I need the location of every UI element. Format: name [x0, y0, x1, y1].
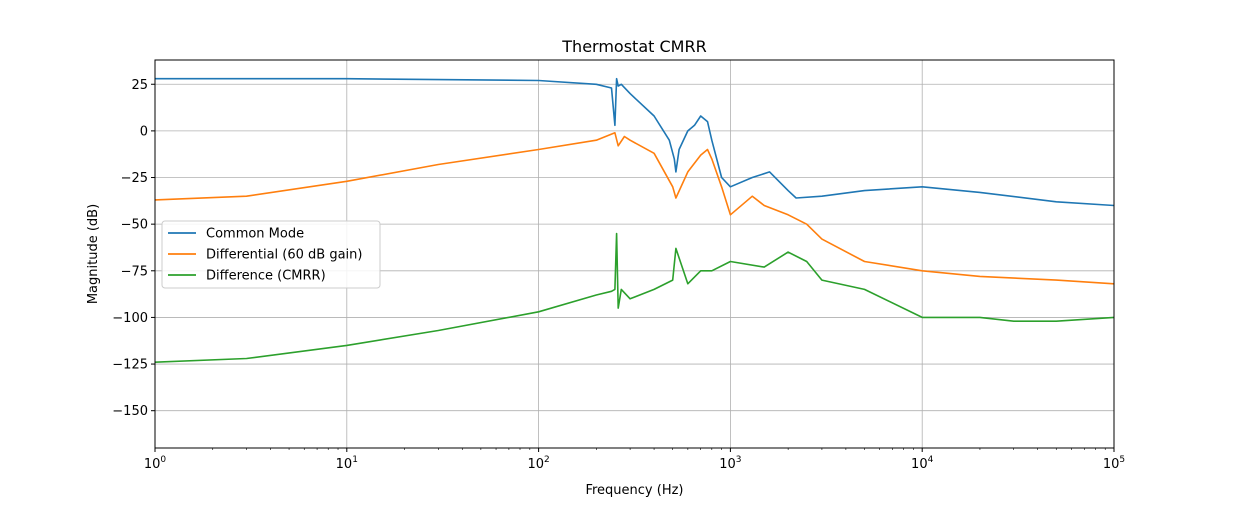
y-tick-label: −50 — [121, 218, 148, 233]
legend-label: Differential (60 dB gain) — [206, 248, 362, 263]
x-tick-label: 105 — [1103, 455, 1125, 472]
legend: Common Mode Differential (60 dB gain) Diff… — [161, 220, 381, 289]
series-layer — [155, 77, 1114, 363]
series-line-1 — [155, 77, 1114, 207]
y-tick-label: −125 — [112, 358, 148, 373]
plot-frame — [154, 59, 1115, 449]
tick-layer: 100 101 102 103 104 105 25 0 −25 −50 −75 −100 −125 −1… — [112, 78, 1125, 472]
legend-label: Difference (CMRR) — [206, 269, 326, 284]
y-tick-label: −100 — [112, 311, 148, 326]
chart-title: Thermostat CMRR — [561, 37, 706, 56]
y-tick-label: 0 — [140, 124, 148, 139]
legend-label: Common Mode — [206, 227, 304, 242]
x-tick-label: 101 — [336, 455, 358, 472]
x-tick-label: 104 — [911, 455, 934, 472]
legend-box — [161, 220, 381, 289]
x-tick-label: 103 — [719, 455, 741, 472]
y-tick-label: −75 — [121, 264, 148, 279]
x-axis-label: Frequency (Hz) — [585, 483, 683, 498]
y-axis-label: Magnitude (dB) — [86, 204, 101, 304]
series-line-2 — [155, 132, 1114, 285]
grid-layer — [154, 60, 1115, 448]
y-tick-label: 25 — [131, 78, 148, 93]
y-tick-label: −25 — [121, 171, 148, 186]
series-line-3 — [155, 232, 1114, 363]
y-tick-label: −150 — [112, 404, 148, 419]
x-tick-label: 102 — [527, 455, 549, 472]
x-tick-label: 100 — [144, 455, 167, 472]
